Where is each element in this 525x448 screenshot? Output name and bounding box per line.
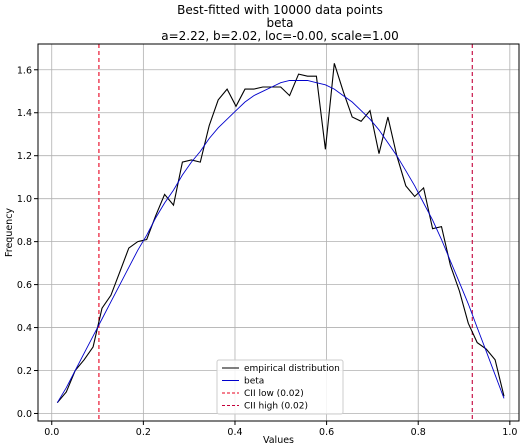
y-tick-label-3: 0.6 bbox=[17, 280, 32, 291]
legend-label-3: CII high (0.02) bbox=[244, 402, 308, 412]
title-line-1: Best-fitted with 10000 data points bbox=[177, 3, 383, 17]
x-axis-ticks: 0.0 0.2 0.4 0.6 0.8 1.0 bbox=[44, 421, 517, 438]
legend: empirical distribution beta CII low (0.02)… bbox=[216, 359, 344, 415]
y-tick-label-1: 0.2 bbox=[17, 366, 32, 377]
grid bbox=[38, 44, 519, 421]
chart-title: Best-fitted with 10000 data pointsbetaa=… bbox=[161, 3, 398, 43]
y-axis-ticks: 0.0 0.2 0.4 0.6 0.8 1.0 1.2 1.4 1.6 bbox=[17, 65, 38, 420]
y-tick-label-7: 1.4 bbox=[17, 108, 32, 119]
y-tick-label-6: 1.2 bbox=[17, 151, 32, 162]
x-tick-label-2: 0.4 bbox=[227, 427, 242, 438]
series-lines bbox=[56, 63, 505, 404]
legend-label-2: CII low (0.02) bbox=[244, 389, 304, 399]
legend-label-1: beta bbox=[244, 377, 264, 387]
x-tick-label-1: 0.2 bbox=[136, 427, 151, 438]
y-tick-label-2: 0.4 bbox=[17, 323, 32, 334]
x-tick-label-4: 0.8 bbox=[411, 427, 426, 438]
plot-frame bbox=[37, 43, 520, 422]
x-tick-label-0: 0.0 bbox=[44, 427, 59, 438]
y-axis-label: Frequency bbox=[4, 208, 15, 257]
y-tick-label-4: 0.8 bbox=[17, 237, 32, 248]
x-tick-label-3: 0.6 bbox=[319, 427, 334, 438]
y-tick-label-5: 1.0 bbox=[17, 194, 32, 205]
title-line-2: beta bbox=[266, 16, 293, 30]
y-tick-label-8: 1.6 bbox=[17, 65, 32, 76]
x-axis-label: Values bbox=[263, 435, 294, 446]
series-line-1 bbox=[56, 80, 505, 403]
title-line-3: a=2.22, b=2.02, loc=-0.00, scale=1.00 bbox=[161, 29, 398, 43]
x-tick-label-5: 1.0 bbox=[502, 427, 517, 438]
legend-label-0: empirical distribution bbox=[244, 364, 340, 374]
legend-box bbox=[216, 359, 344, 415]
y-tick-label-0: 0.0 bbox=[17, 409, 32, 420]
